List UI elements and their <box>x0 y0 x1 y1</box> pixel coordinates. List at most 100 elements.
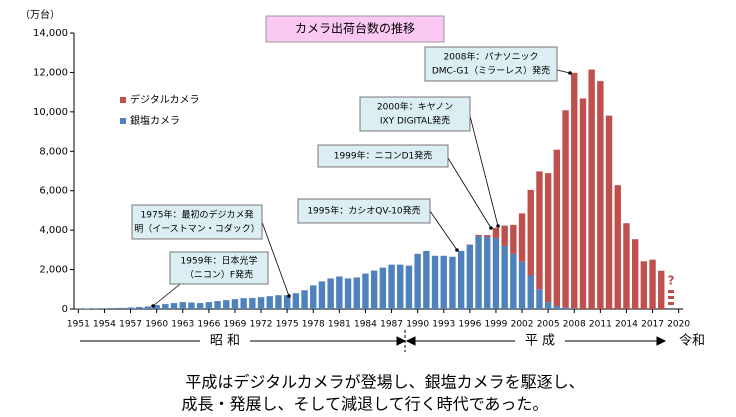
bar <box>362 273 369 309</box>
bar <box>631 239 639 309</box>
x-tick-label: 1960 <box>145 320 168 330</box>
bar <box>136 307 143 309</box>
legend-label: デジタルカメラ <box>130 93 200 106</box>
pending-label: ? <box>668 274 675 288</box>
bar <box>144 306 152 309</box>
annotation-box <box>424 46 558 82</box>
bar <box>492 227 500 239</box>
x-tick-label: 2014 <box>615 320 638 330</box>
bar <box>327 278 334 309</box>
y-tick-label: 10,000 <box>33 107 68 118</box>
bar <box>440 255 447 309</box>
annotation-text: 1959年：日本光学 <box>181 255 258 267</box>
annotation-dot <box>151 304 155 308</box>
legend-swatch <box>120 97 126 103</box>
bar <box>466 244 474 309</box>
legend-swatch <box>120 118 126 124</box>
era-label: 令和 <box>679 334 705 349</box>
y-tick-label: 8,000 <box>39 146 68 157</box>
pending-dash <box>668 302 674 305</box>
bar <box>623 223 630 309</box>
bar <box>336 276 343 309</box>
x-tick-label: 2020 <box>667 320 690 330</box>
annotation-text: 2000年：キヤノン <box>377 101 453 113</box>
bar <box>214 301 221 309</box>
annotation-text: 1995年：カシオQV-10発売 <box>307 205 420 217</box>
x-tick-label: 2002 <box>511 320 534 330</box>
bar <box>318 281 326 309</box>
x-tick-label: 1978 <box>302 320 325 330</box>
y-unit: （万台） <box>20 8 60 21</box>
bar <box>562 307 569 309</box>
pending-dash <box>668 296 674 299</box>
annotation-box <box>131 204 263 240</box>
annotation-dot <box>496 224 500 228</box>
bar <box>283 295 291 309</box>
bar <box>484 237 491 309</box>
caption: 成長・発展し、そして減退して行く時代であった。 <box>182 395 549 414</box>
bar <box>188 302 195 309</box>
bar <box>527 189 534 276</box>
bar <box>292 293 300 309</box>
caption: 平成はデジタルカメラが登場し、銀塩カメラを駆逐し、 <box>185 373 584 392</box>
bar <box>257 297 265 309</box>
x-tick-label: 2017 <box>641 320 664 330</box>
annotation-dot <box>287 294 291 298</box>
y-tick-label: 12,000 <box>33 67 68 78</box>
annotation-box <box>169 251 269 285</box>
bar <box>640 261 648 309</box>
bar <box>562 110 569 308</box>
bar <box>510 253 517 309</box>
bar <box>179 302 186 309</box>
bar <box>475 236 482 309</box>
y-tick-label: 6,000 <box>39 186 68 197</box>
annotation-text: 1975年：最初のデジカメ発 <box>141 209 254 221</box>
bar <box>370 270 378 309</box>
era-label: 昭 和 <box>210 334 240 349</box>
bar <box>544 302 552 309</box>
annotation-dot <box>568 71 572 75</box>
bar <box>109 308 117 309</box>
bar <box>423 250 430 309</box>
bar <box>475 234 482 237</box>
bar <box>162 304 169 309</box>
x-tick-label: 1972 <box>250 320 273 330</box>
bar <box>588 69 595 309</box>
bar <box>544 173 552 303</box>
bar <box>414 253 421 309</box>
bar <box>205 302 213 309</box>
bar <box>597 81 604 309</box>
bar <box>527 275 534 309</box>
x-tick-label: 2005 <box>537 320 560 330</box>
annotation-box <box>317 144 449 168</box>
bar <box>536 171 543 290</box>
era-label: 平 成 <box>525 334 555 349</box>
bar <box>379 267 387 309</box>
bar <box>388 264 395 309</box>
bar <box>518 213 526 262</box>
x-tick-label: 1957 <box>119 320 142 330</box>
x-tick-label: 2011 <box>589 320 612 330</box>
annotation-text: IXY DIGITAL発売 <box>380 115 450 127</box>
x-tick-label: 1990 <box>406 320 429 330</box>
bar <box>501 225 508 246</box>
bar <box>484 235 491 238</box>
legend-label: 銀塩カメラ <box>130 114 180 127</box>
bar <box>553 149 561 307</box>
x-tick-label: 1984 <box>354 320 377 330</box>
y-tick-label: 2,000 <box>39 265 68 276</box>
bar <box>196 303 204 309</box>
bar <box>579 98 587 309</box>
bar <box>301 290 308 309</box>
x-tick-label: 1996 <box>458 320 481 330</box>
bar <box>92 308 99 309</box>
bar <box>118 307 126 309</box>
bar <box>266 296 273 309</box>
bar <box>658 270 665 309</box>
bar <box>518 261 526 309</box>
chart-title: カメラ出荷台数の推移 <box>295 21 415 36</box>
x-tick-label: 1975 <box>276 320 299 330</box>
bar <box>571 308 578 309</box>
annotation-box <box>297 198 431 224</box>
x-tick-label: 1987 <box>380 320 403 330</box>
